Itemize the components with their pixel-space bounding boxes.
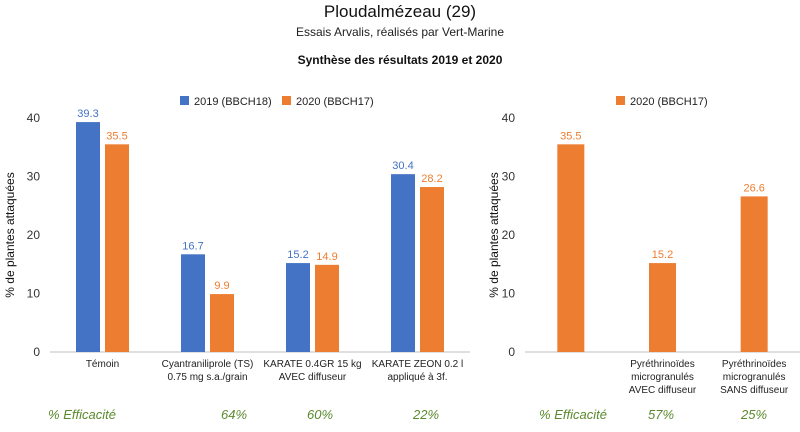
bar [557, 144, 585, 352]
data-label: 28.2 [421, 173, 442, 185]
legend-swatch [616, 96, 625, 105]
category-label: SANS diffuseur [720, 385, 789, 396]
bar [420, 187, 444, 352]
legend-swatch [282, 96, 291, 105]
page-title: Ploudalmézeau (29) [323, 2, 477, 21]
page-heading: Synthèse des résultats 2019 et 2020 [297, 53, 503, 67]
category-label: Pyréthrinoïdes [630, 359, 694, 370]
category-label: Témoin [86, 359, 119, 370]
y-tick-label: 0 [508, 345, 515, 359]
y-tick-label: 40 [502, 111, 516, 125]
category-label: microgranulés [723, 372, 786, 383]
category-label: appliqué à 3f. [387, 372, 447, 383]
efficacy-label: % Efficacité [539, 407, 607, 422]
bar [210, 294, 234, 352]
y-tick-label: 0 [33, 345, 40, 359]
bar [286, 263, 310, 352]
efficacy-label: % Efficacité [48, 407, 116, 422]
y-tick-label: 20 [27, 228, 41, 242]
data-label: 35.5 [106, 130, 127, 142]
category-label: Pyréthrinoïdes [722, 359, 786, 370]
bar [649, 263, 676, 352]
page-subtitle: Essais Arvalis, réalisés par Vert-Marine [295, 25, 505, 39]
y-tick-label: 30 [502, 170, 516, 184]
y-tick-label: 10 [27, 287, 41, 301]
category-label: AVEC diffuseur [629, 385, 697, 396]
data-label: 9.9 [214, 280, 229, 292]
data-label: 16.7 [182, 240, 203, 252]
category-label: Cyantraniliprole (TS) [162, 359, 254, 370]
bar [105, 144, 129, 352]
data-label: 26.6 [743, 182, 764, 194]
data-label: 35.5 [560, 130, 581, 142]
y-axis-label: % de plantes attaquées [487, 172, 501, 297]
bar [315, 264, 339, 352]
category-label: KARATE ZEON 0.2 l [372, 359, 464, 370]
legend-label: 2020 (BBCH17) [296, 96, 374, 108]
bar [391, 174, 415, 352]
y-tick-label: 20 [502, 228, 516, 242]
category-label: 0.75 mg s.a./grain [167, 372, 247, 383]
y-tick-label: 10 [502, 287, 516, 301]
bar [740, 196, 768, 352]
efficacy-value: 60% [307, 407, 333, 422]
efficacy-value: 22% [412, 407, 439, 422]
legend-label: 2020 (BBCH17) [630, 96, 708, 108]
bar [181, 254, 205, 352]
category-label: KARATE 0.4GR 15 kg [263, 359, 361, 370]
data-label: 15.2 [652, 249, 673, 261]
efficacy-value: 25% [740, 407, 767, 422]
data-label: 30.4 [392, 160, 413, 172]
category-label: microgranulés [631, 372, 694, 383]
bar [76, 122, 100, 352]
data-label: 39.3 [77, 108, 98, 120]
efficacy-value: 64% [221, 407, 247, 422]
data-label: 15.2 [287, 249, 308, 261]
y-tick-label: 40 [27, 111, 41, 125]
category-label: AVEC diffuseur [279, 372, 347, 383]
data-label: 14.9 [316, 251, 337, 263]
legend-swatch [180, 96, 189, 105]
y-tick-label: 30 [27, 170, 41, 184]
legend-label: 2019 (BBCH18) [194, 96, 272, 108]
y-axis-label: % de plantes attaquées [3, 172, 17, 297]
efficacy-value: 57% [648, 407, 674, 422]
